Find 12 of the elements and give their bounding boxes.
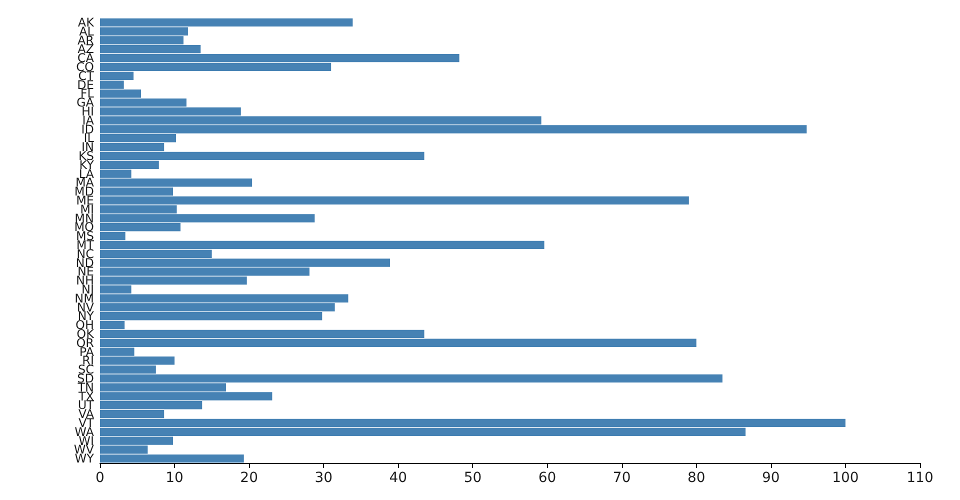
x-tick-label: 90: [762, 470, 780, 486]
x-tick-label: 40: [389, 470, 408, 486]
x-tick-label: 100: [832, 470, 859, 486]
x-tick-label: 110: [906, 470, 934, 486]
x-tick-label: 0: [96, 470, 104, 486]
x-tick-label: 50: [464, 470, 482, 486]
x-tick-label: 70: [612, 470, 631, 486]
x-tick-label: 20: [240, 470, 258, 486]
x-tick-label: 10: [166, 470, 184, 486]
x-tick-label: 30: [314, 470, 333, 486]
x-tick-label: 60: [538, 470, 556, 486]
x-tick-label: 80: [687, 470, 706, 486]
